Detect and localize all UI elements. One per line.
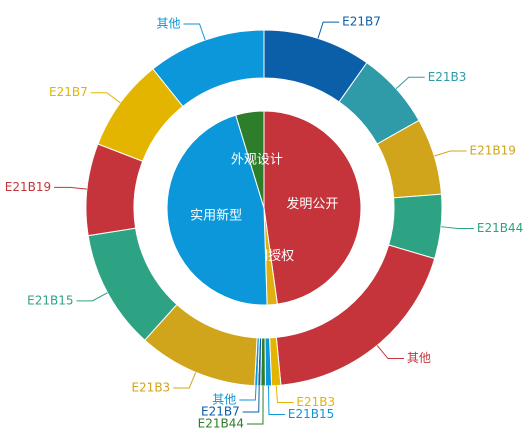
segment-label: E21B7 [201, 405, 240, 419]
leader-line [173, 372, 197, 389]
segment-label: E21B44 [477, 221, 523, 235]
leader-line [246, 385, 264, 425]
ring-segment [152, 29, 265, 108]
segment-label: E21B19 [5, 180, 51, 194]
leader-line [275, 385, 294, 404]
leader-line [376, 345, 404, 360]
pie-slice [263, 110, 362, 305]
segment-label: E21B7 [342, 15, 381, 29]
slice-label: 实用新型 [190, 207, 242, 223]
segment-label: 其他 [157, 16, 181, 30]
slice-label: 外观设计 [231, 153, 283, 168]
leader-line [242, 385, 260, 413]
leader-line [434, 150, 467, 157]
segment-label: E21B7 [49, 85, 88, 99]
segment-label: 其他 [407, 351, 431, 365]
leader-line [317, 21, 340, 39]
segment-label: E21B15 [288, 407, 334, 421]
segment-label: 其他 [212, 393, 236, 407]
segment-label: E21B19 [469, 144, 515, 158]
segment-label: E21B3 [428, 70, 467, 84]
pie-slice [235, 110, 265, 209]
pie-slice [166, 114, 268, 306]
leader-line [76, 292, 108, 302]
leader-line [239, 385, 257, 401]
segment-label: E21B44 [198, 417, 244, 431]
leader-line [54, 186, 88, 190]
segment-label: E21B15 [27, 293, 73, 307]
leader-line [90, 92, 121, 104]
segment-label: E21B3 [296, 395, 335, 409]
leader-line [395, 76, 425, 90]
slice-label: 发明公开 [286, 196, 338, 212]
segment-label: E21B3 [131, 381, 170, 395]
leader-line [268, 385, 285, 416]
leader-line [440, 226, 474, 229]
leader-line [183, 23, 206, 41]
